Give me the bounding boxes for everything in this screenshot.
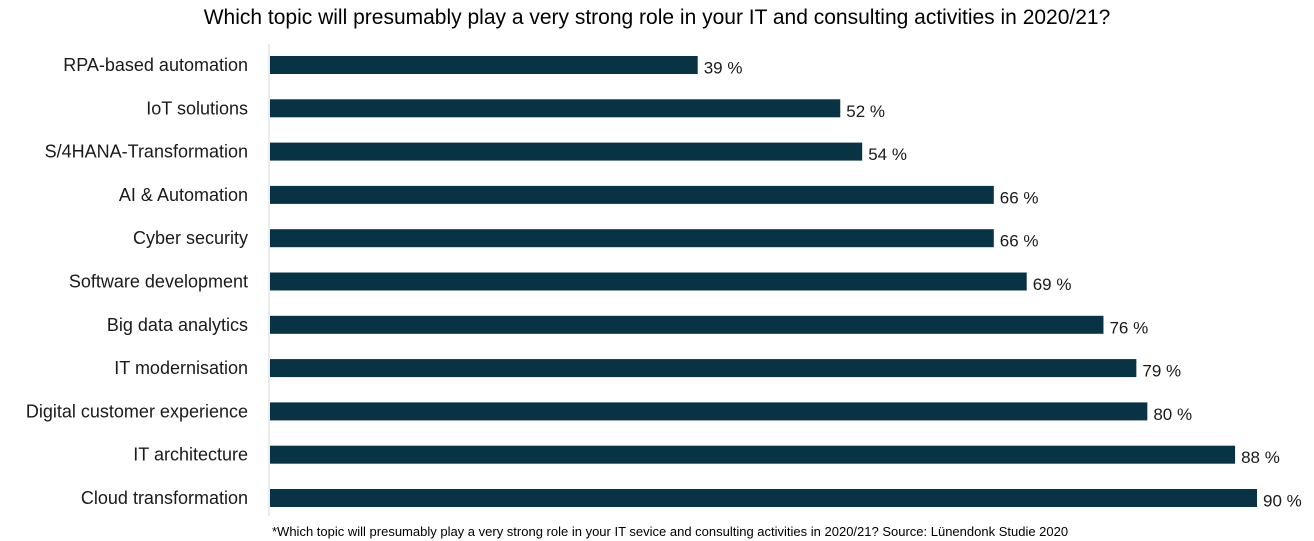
- bar: [270, 315, 1104, 334]
- category-label: IT modernisation: [114, 358, 248, 378]
- bar: [270, 489, 1257, 507]
- bar: [270, 445, 1236, 464]
- value-label: 52 %: [846, 102, 885, 121]
- category-label: RPA-based automation: [63, 55, 248, 75]
- bar: [270, 359, 1137, 378]
- bar: [270, 56, 698, 74]
- category-label: AI & Automation: [119, 185, 248, 205]
- value-label: 39 %: [704, 59, 743, 78]
- category-label: Digital customer experience: [26, 401, 248, 421]
- value-label: 54 %: [868, 145, 907, 164]
- category-label: Cyber security: [133, 228, 248, 248]
- bar: [270, 402, 1148, 421]
- bar: [270, 185, 994, 204]
- value-label: 88 %: [1241, 448, 1280, 467]
- chart-title: Which topic will presumably play a very …: [203, 6, 1111, 29]
- category-label: Big data analytics: [107, 315, 248, 335]
- value-label: 69 %: [1033, 275, 1072, 294]
- category-label: IT architecture: [133, 445, 248, 465]
- value-label: 66 %: [1000, 232, 1039, 251]
- value-label: 90 %: [1263, 492, 1302, 511]
- bar: [270, 142, 863, 161]
- category-label: Software development: [69, 272, 248, 292]
- chart-footnote: *Which topic will presumably play a very…: [272, 524, 1069, 539]
- category-label: S/4HANA-Transformation: [45, 142, 248, 162]
- value-label: 76 %: [1109, 318, 1148, 337]
- value-label: 66 %: [1000, 188, 1039, 207]
- category-label: IoT solutions: [146, 98, 248, 118]
- bar: [270, 229, 994, 248]
- bar: [270, 99, 841, 118]
- category-label: Cloud transformation: [81, 488, 248, 508]
- bar: [270, 272, 1027, 291]
- value-label: 79 %: [1142, 362, 1181, 381]
- value-label: 80 %: [1153, 405, 1192, 424]
